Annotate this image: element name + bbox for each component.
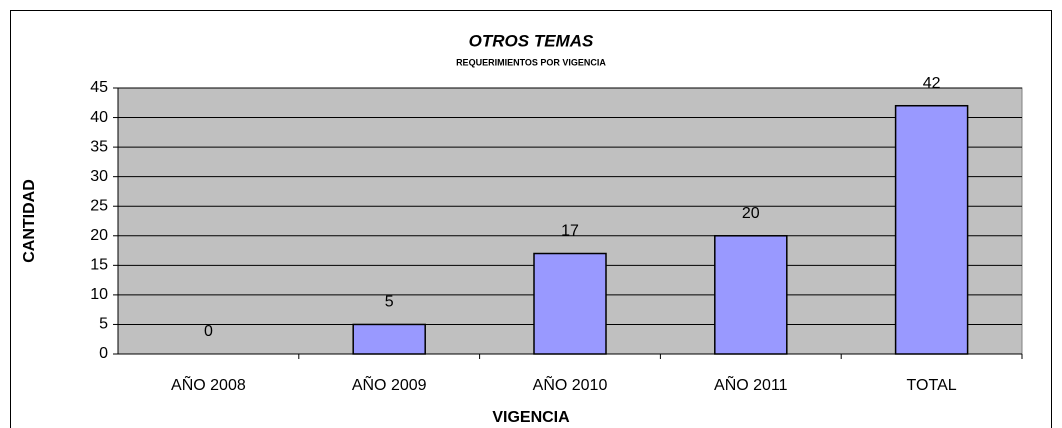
chart-title: OTROS TEMAS — [469, 31, 594, 50]
x-tick-label: AÑO 2009 — [352, 374, 427, 394]
y-tick-label: 0 — [99, 345, 108, 362]
data-label: 17 — [561, 223, 579, 240]
y-tick-label: 40 — [90, 109, 108, 126]
x-tick-label: TOTAL — [907, 377, 957, 394]
y-tick-label: 30 — [90, 168, 108, 185]
y-tick-label: 10 — [90, 286, 108, 303]
y-tick-label: 45 — [90, 79, 108, 96]
x-tick-label: AÑO 2011 — [714, 374, 788, 394]
y-tick-label: 15 — [90, 257, 108, 274]
bar — [714, 235, 788, 355]
y-tick-label: 25 — [90, 197, 108, 214]
bar — [533, 252, 607, 355]
data-label: 0 — [204, 323, 213, 340]
bar — [352, 323, 426, 355]
y-tick-label: 35 — [90, 138, 108, 155]
bar — [894, 104, 969, 355]
x-tick-label: AÑO 2010 — [533, 374, 608, 394]
chart-subtitle: REQUERIMIENTOS POR VIGENCIA — [456, 57, 606, 67]
x-tick-label: AÑO 2008 — [171, 374, 246, 394]
y-axis-title: CANTIDAD — [21, 179, 38, 263]
y-tick-label: 20 — [90, 227, 108, 244]
y-tick-label: 5 — [99, 316, 108, 333]
x-axis-title: VIGENCIA — [492, 409, 570, 426]
data-label: 20 — [742, 205, 760, 222]
data-label: 5 — [385, 294, 394, 311]
data-label: 42 — [923, 75, 941, 92]
